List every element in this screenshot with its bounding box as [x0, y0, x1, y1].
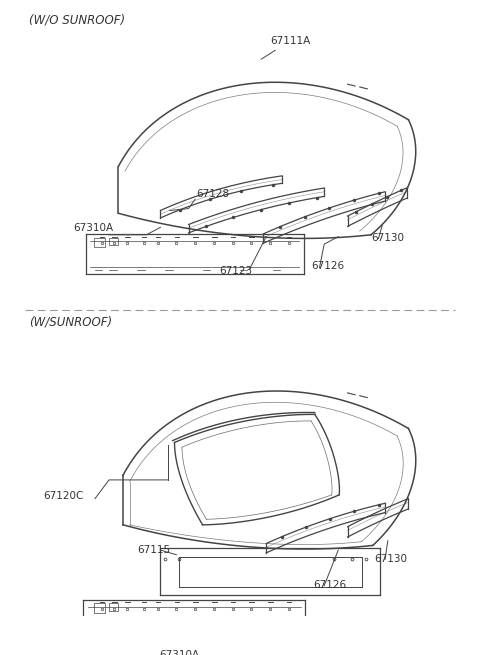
Text: 67120C: 67120C	[44, 491, 84, 500]
Text: 67115: 67115	[137, 545, 170, 555]
Bar	[94, 238, 105, 247]
Bar	[94, 603, 105, 613]
Text: (W/SUNROOF): (W/SUNROOF)	[29, 316, 113, 329]
Text: 67126: 67126	[311, 261, 344, 271]
Text: 67130: 67130	[374, 554, 407, 564]
Bar	[109, 603, 119, 611]
Bar	[109, 238, 119, 245]
Text: 67126: 67126	[313, 580, 346, 590]
Text: 67128: 67128	[196, 189, 229, 199]
Text: 67123: 67123	[219, 266, 252, 276]
Text: 67130: 67130	[371, 233, 404, 244]
Text: 67310A: 67310A	[159, 650, 199, 655]
Text: 67111A: 67111A	[261, 36, 310, 60]
Text: 67310A: 67310A	[73, 223, 114, 233]
Text: (W/O SUNROOF): (W/O SUNROOF)	[29, 13, 126, 26]
